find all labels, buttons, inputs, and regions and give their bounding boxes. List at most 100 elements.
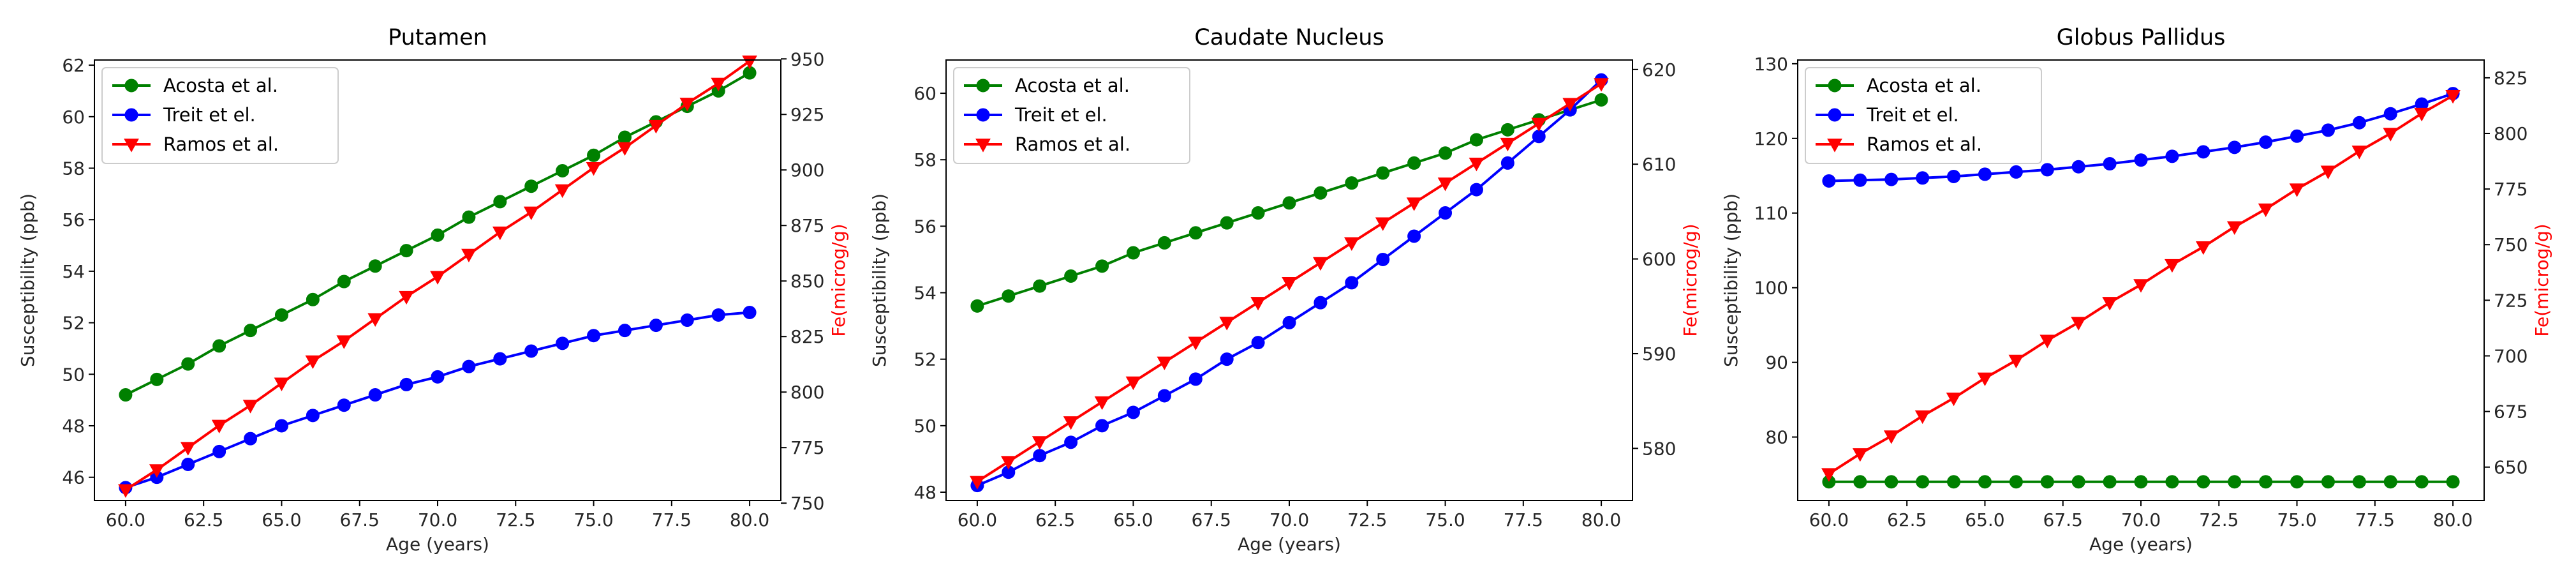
- data-point-0-9: [2103, 475, 2117, 489]
- data-point-2-0: [970, 476, 985, 490]
- x-tick-label: 70.0: [418, 509, 457, 530]
- chart-panel-1: Caudate Nucleus 60.0 62.5 65.0 67.5 70.0 72.5 7…: [869, 25, 1701, 555]
- data-point-0-3: [1916, 475, 1930, 489]
- data-point-1-17: [2352, 116, 2366, 130]
- data-point-0-6: [306, 292, 320, 306]
- x-axis-label: Age (years): [386, 534, 489, 555]
- legend-box: [953, 67, 1190, 164]
- data-point-1-9: [399, 377, 413, 391]
- data-point-0-10: [2134, 475, 2148, 489]
- data-point-0-14: [556, 164, 570, 178]
- data-point-1-4: [1947, 169, 1961, 183]
- data-point-1-10: [431, 370, 445, 384]
- data-point-1-8: [2071, 160, 2085, 174]
- data-point-2-12: [492, 226, 508, 241]
- y2-tick-label: 775: [2494, 179, 2528, 200]
- y2-tick-label: 580: [1642, 438, 1676, 459]
- y-tick-label: 56: [62, 209, 85, 230]
- y2-tick-label: 775: [790, 437, 824, 458]
- y2-tick-label: 725: [2494, 290, 2528, 311]
- data-point-0-6: [1157, 236, 1171, 250]
- data-point-2-14: [2258, 203, 2274, 218]
- data-point-1-2: [1884, 172, 1899, 186]
- x-tick-label: 72.5: [1347, 509, 1387, 530]
- data-point-2-10: [1282, 276, 1297, 291]
- data-point-0-2: [181, 357, 195, 371]
- y2-axis-label: Fe(microg/g): [2531, 223, 2552, 336]
- data-point-2-6: [2008, 354, 2024, 369]
- y2-tick-label: 590: [1642, 343, 1676, 365]
- data-point-2-8: [1219, 317, 1235, 331]
- data-point-1-12: [1345, 276, 1359, 290]
- data-point-0-12: [1345, 176, 1359, 190]
- data-point-2-17: [2351, 146, 2367, 160]
- data-point-2-13: [523, 206, 539, 220]
- y-tick-label: 56: [914, 216, 936, 237]
- data-point-1-19: [711, 308, 725, 322]
- x-tick-label: 72.5: [2199, 509, 2239, 530]
- data-point-1-17: [1500, 156, 1514, 170]
- legend: Acosta et al. Treit et el. Ramos et al.: [953, 67, 1190, 164]
- data-point-2-4: [242, 400, 258, 414]
- x-tick-label: 65.0: [1113, 509, 1153, 530]
- x-tick-label: 77.5: [1504, 509, 1543, 530]
- data-point-0-17: [1500, 123, 1514, 137]
- data-point-0-8: [1220, 216, 1234, 230]
- data-point-1-10: [2134, 153, 2148, 167]
- x-tick-label: 70.0: [1269, 509, 1309, 530]
- data-point-2-17: [648, 119, 664, 134]
- legend-entry: Treit et el.: [1866, 104, 1959, 126]
- y-tick-label: 48: [914, 482, 936, 503]
- data-point-1-2: [1033, 449, 1047, 463]
- data-point-2-12: [2195, 241, 2211, 255]
- y-tick-label: 100: [1754, 278, 1788, 299]
- legend-box: [101, 67, 339, 164]
- data-point-1-1: [1853, 173, 1867, 187]
- data-point-0-7: [1188, 226, 1203, 240]
- data-point-1-5: [1126, 405, 1140, 419]
- data-point-0-4: [244, 324, 258, 338]
- x-tick-label: 80.0: [730, 509, 769, 530]
- y-tick-label: 90: [1765, 352, 1788, 373]
- data-point-2-14: [1406, 197, 1422, 211]
- data-point-2-19: [1562, 98, 1578, 112]
- legend-entry: Ramos et al.: [163, 133, 279, 155]
- data-point-2-9: [2102, 297, 2117, 311]
- data-point-1-0: [1822, 174, 1836, 188]
- data-point-0-20: [2446, 475, 2460, 489]
- data-point-1-6: [306, 409, 320, 423]
- data-point-1-8: [368, 388, 382, 402]
- y2-tick-label: 675: [2494, 402, 2528, 423]
- y2-tick-label: 620: [1642, 59, 1676, 80]
- legend-entry: Acosta et al.: [1867, 75, 1981, 96]
- legend-entry: Ramos et al.: [1015, 133, 1130, 155]
- y-tick-label: 54: [914, 283, 936, 304]
- data-point-1-15: [587, 329, 601, 343]
- chart-panel-2: Globus Pallidus 60.0 62.5 65.0 67.5 70.0 72.5 7…: [1721, 25, 2552, 555]
- data-point-1-16: [618, 324, 632, 338]
- data-point-0-11: [1314, 186, 1328, 200]
- y2-tick-label: 750: [2494, 234, 2528, 255]
- x-tick-label: 62.5: [1035, 509, 1075, 530]
- data-point-1-13: [1376, 252, 1390, 266]
- data-point-2-18: [1531, 117, 1547, 132]
- x-tick-label: 80.0: [1581, 509, 1621, 530]
- data-point-1-17: [649, 319, 663, 333]
- data-point-2-3: [1063, 416, 1079, 430]
- data-point-2-18: [2383, 128, 2399, 142]
- data-point-2-9: [399, 290, 414, 305]
- x-tick-label: 65.0: [262, 509, 301, 530]
- data-point-0-2: [1033, 279, 1047, 293]
- legend-swatch-marker: [1828, 79, 1842, 93]
- data-point-2-5: [1977, 372, 1993, 386]
- data-point-1-18: [680, 313, 694, 327]
- data-point-0-5: [1126, 246, 1140, 260]
- data-point-1-9: [2103, 157, 2117, 171]
- data-point-1-14: [2259, 135, 2273, 149]
- data-point-2-5: [274, 377, 290, 391]
- y2-tick-label: 950: [790, 49, 824, 70]
- data-point-0-5: [1978, 475, 1992, 489]
- data-point-1-12: [493, 352, 507, 366]
- data-point-0-6: [2009, 475, 2023, 489]
- y2-tick-label: 750: [790, 493, 824, 514]
